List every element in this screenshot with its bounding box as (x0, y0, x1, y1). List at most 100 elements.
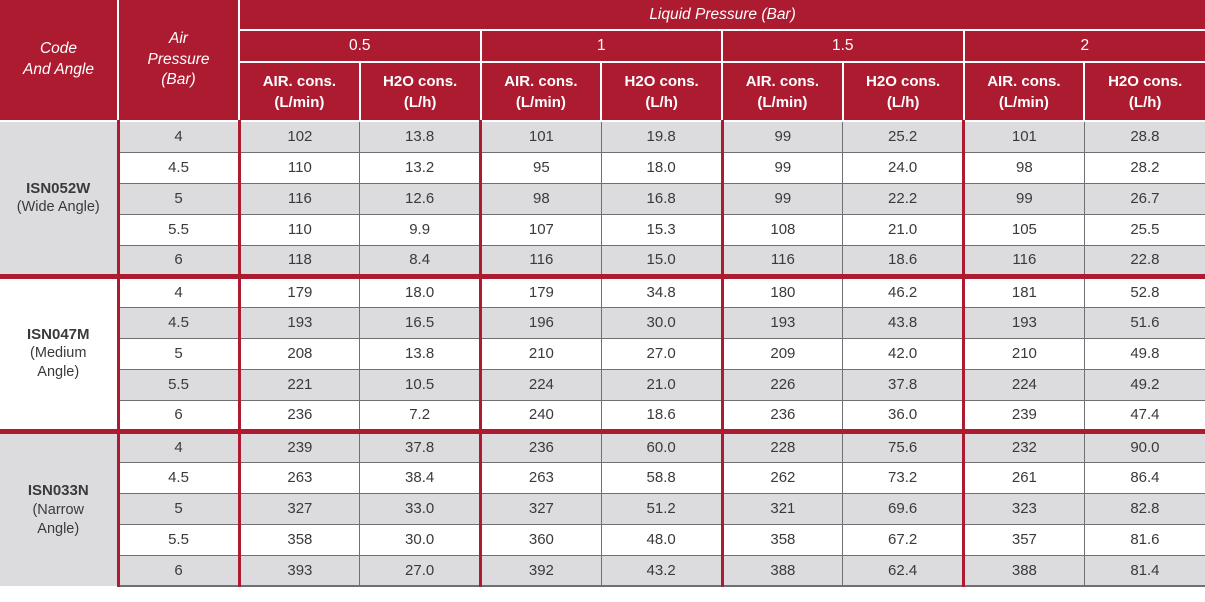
table-row: 4.5 263 38.4 263 58.8 262 73.2 261 86.4 (0, 461, 1205, 493)
data-cell: 18.0 (359, 273, 481, 307)
data-cell: 210 (479, 337, 602, 369)
data-cell: 226 (720, 368, 843, 400)
data-cell: 102 (237, 121, 360, 152)
data-cell: 327 (237, 492, 360, 524)
data-cell: 98 (479, 182, 602, 214)
data-cell: 209 (720, 337, 843, 369)
air-pressure-cell: 5.5 (116, 213, 239, 245)
air-cons-header: AIR. cons. (L/min) (962, 61, 1086, 122)
data-cell: 18.6 (600, 399, 722, 431)
data-cell: 210 (962, 337, 1085, 369)
air-pressure-cell: 4 (116, 273, 239, 307)
pressure-0.5-header: 0.5 (238, 29, 482, 63)
data-cell: 118 (237, 244, 360, 276)
data-cell: 75.6 (842, 428, 964, 462)
product-angle: (Wide Angle) (16, 199, 100, 216)
data-cell: 28.2 (1083, 151, 1205, 183)
header-line: AIR. cons. (987, 72, 1061, 90)
data-cell: 358 (237, 523, 360, 555)
air-pressure-cell: 6 (116, 554, 239, 587)
data-cell: 22.8 (1083, 244, 1205, 276)
air-pressure-cell: 4 (116, 121, 239, 152)
data-cell: 224 (962, 368, 1085, 400)
header-line: AIR. cons. (745, 72, 820, 90)
pressure-1.5-header: 1.5 (721, 29, 965, 63)
header-line: And Angle (23, 61, 94, 78)
data-cell: 208 (237, 337, 360, 369)
header-line: AIR. cons. (262, 72, 337, 90)
data-cell: 34.8 (600, 273, 722, 307)
air-pressure-cell: 6 (116, 244, 239, 276)
header-line: (L/min) (274, 93, 325, 111)
air-cons-header: AIR. cons. (L/min) (479, 61, 603, 122)
table-row: 5.5 221 10.5 224 21.0 226 37.8 224 49.2 (0, 368, 1205, 400)
header-line: Air (169, 29, 188, 47)
data-cell: 82.8 (1083, 492, 1205, 524)
header-row-units: AIR. cons. (L/min) H2O cons. (L/h) AIR. co… (0, 61, 1205, 122)
data-cell: 43.2 (600, 554, 722, 587)
table-row: 6 236 7.2 240 18.6 236 36.0 239 47.4 (0, 399, 1205, 431)
data-cell: 58.8 (600, 461, 722, 493)
data-cell: 86.4 (1083, 461, 1205, 493)
data-cell: 262 (720, 461, 843, 493)
data-cell: 193 (237, 306, 360, 338)
data-cell: 13.8 (359, 337, 481, 369)
data-cell: 108 (720, 213, 843, 245)
data-cell: 21.0 (842, 213, 964, 245)
h2o-cons-header: H2O cons. (L/h) (841, 61, 965, 122)
data-cell: 388 (962, 554, 1085, 587)
data-cell: 179 (237, 273, 360, 307)
h2o-cons-header: H2O cons. (L/h) (600, 61, 723, 122)
air-pressure-cell: 5 (116, 492, 239, 524)
product-angle: (Medium Angle) (30, 345, 87, 381)
data-cell: 392 (479, 554, 602, 587)
data-cell: 28.8 (1083, 121, 1205, 152)
header-line: (L/min) (515, 93, 566, 111)
data-cell: 388 (720, 554, 843, 587)
data-cell: 105 (962, 213, 1085, 245)
data-cell: 116 (237, 182, 360, 214)
data-cell: 261 (962, 461, 1085, 493)
header-line: H2O cons. (383, 72, 458, 90)
data-cell: 239 (962, 399, 1085, 431)
table-row: 4.5 110 13.2 95 18.0 99 24.0 98 28.2 (0, 151, 1205, 183)
table-row: 6 393 27.0 392 43.2 388 62.4 388 81.4 (0, 554, 1205, 587)
header-row-pressures: 0.5 1 1.5 2 (0, 29, 1205, 63)
header-line: (L/h) (1128, 93, 1162, 111)
air-pressure-cell: 4 (116, 428, 239, 462)
data-cell: 27.0 (600, 337, 722, 369)
air-pressure-cell: 6 (116, 399, 239, 431)
data-cell: 49.2 (1083, 368, 1205, 400)
data-cell: 357 (962, 523, 1085, 555)
data-cell: 323 (962, 492, 1085, 524)
data-cell: 27.0 (359, 554, 481, 587)
nozzle-spec-table: Code And Angle Air Pressure (Bar) Liquid… (0, 0, 1205, 587)
table-row: ISN052W (Wide Angle) 4 102 13.8 101 19.8 99 25.2… (0, 121, 1205, 276)
table-body: ISN052W (Wide Angle) 4 102 13.8 101 19.8 99 25.2… (0, 121, 1205, 587)
header-line: H2O cons. (866, 72, 941, 90)
data-cell: 7.2 (359, 399, 481, 431)
pressure-2-header: 2 (962, 29, 1205, 63)
data-cell: 42.0 (842, 337, 964, 369)
data-cell: 81.6 (1083, 523, 1205, 555)
header-line: (L/h) (403, 93, 437, 111)
air-pressure-cell: 4.5 (116, 461, 239, 493)
data-cell: 13.2 (359, 151, 481, 183)
header-line: (Bar) (161, 71, 196, 89)
liquid-pressure-header: Liquid Pressure (Bar) (237, 0, 1205, 31)
code-cell: ISN033N (Narrow Angle) (0, 428, 118, 586)
code-cell: ISN047M (Medium Angle) (0, 273, 118, 431)
data-cell: 30.0 (359, 523, 481, 555)
data-cell: 224 (479, 368, 602, 400)
data-cell: 99 (962, 182, 1085, 214)
data-cell: 33.0 (359, 492, 481, 524)
data-cell: 18.0 (600, 151, 722, 183)
data-cell: 193 (720, 306, 843, 338)
table-row: 5.5 110 9.9 107 15.3 108 21.0 105 25.5 (0, 213, 1205, 245)
product-angle: (Narrow Angle) (32, 501, 85, 537)
header-line: (L/min) (998, 93, 1049, 111)
data-cell: 13.8 (359, 121, 481, 152)
data-cell: 263 (237, 461, 360, 493)
product-code: ISN052W (26, 179, 91, 197)
